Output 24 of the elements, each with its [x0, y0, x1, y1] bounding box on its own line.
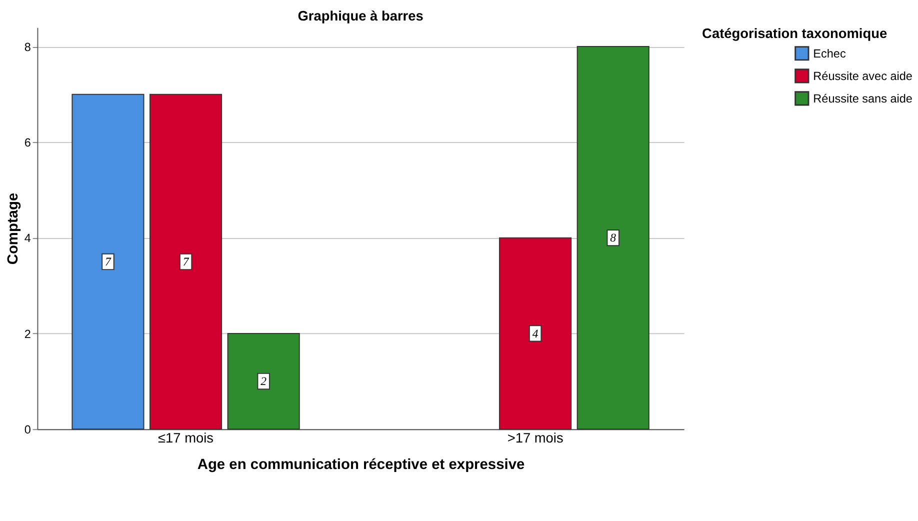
- data-label: 4: [532, 327, 538, 340]
- y-tick-label: 2: [24, 328, 31, 341]
- y-tick-label: 0: [24, 424, 32, 437]
- y-tick-label: 8: [24, 40, 32, 54]
- x-tick-label: ≤17 mois: [158, 430, 214, 446]
- x-axis-title: Age en communication réceptive et expressive: [197, 456, 525, 473]
- legend-label: Echec: [813, 47, 846, 60]
- chart-title: Graphique à barres: [298, 8, 424, 24]
- y-axis-title: Comptage: [5, 192, 22, 265]
- y-tick-label: 6: [24, 136, 32, 150]
- bar: [499, 237, 572, 430]
- data-label: 7: [105, 256, 112, 269]
- y-tick-label: 4: [24, 232, 32, 246]
- legend-label: Réussite avec aide: [813, 70, 913, 83]
- data-label: 2: [260, 375, 267, 388]
- legend-title: Catégorisation taxonomique: [702, 26, 888, 42]
- legend-label: Réussite sans aide: [813, 92, 913, 106]
- bar: [72, 94, 144, 430]
- x-tick-label: >17 mois: [507, 430, 564, 446]
- bar: [227, 332, 300, 430]
- bar: [576, 46, 650, 430]
- data-label: 7: [182, 256, 190, 269]
- bar: [149, 94, 222, 430]
- data-label: 8: [610, 232, 616, 245]
